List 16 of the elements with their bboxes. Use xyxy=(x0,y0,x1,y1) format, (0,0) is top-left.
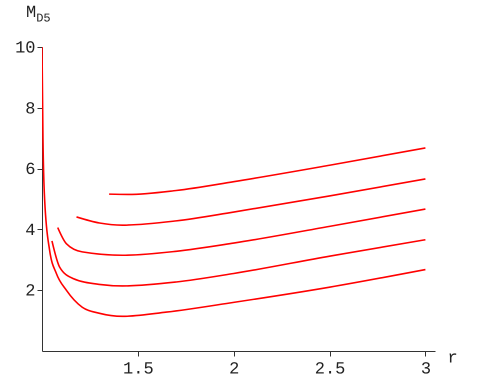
y-tick-label: 6 xyxy=(25,161,36,180)
y-tick-label: 10 xyxy=(15,40,36,58)
line-series xyxy=(76,178,426,226)
y-tick-label: 4 xyxy=(25,222,36,241)
y-tick-label: 2 xyxy=(25,282,36,302)
x-tick-label: 1.5 xyxy=(123,360,154,380)
line-series xyxy=(56,208,426,256)
line-series xyxy=(108,147,426,196)
line-series xyxy=(42,47,426,318)
x-tick-label: 2 xyxy=(229,360,240,380)
y-axis-title: M$_{D5}$ xyxy=(26,4,51,26)
x-axis-title: r xyxy=(448,350,458,368)
y-tick-label: 8 xyxy=(25,100,36,120)
x-tick-label: 3 xyxy=(420,360,432,380)
x-tick-label: 2.5 xyxy=(314,360,346,380)
line-series xyxy=(51,238,426,287)
